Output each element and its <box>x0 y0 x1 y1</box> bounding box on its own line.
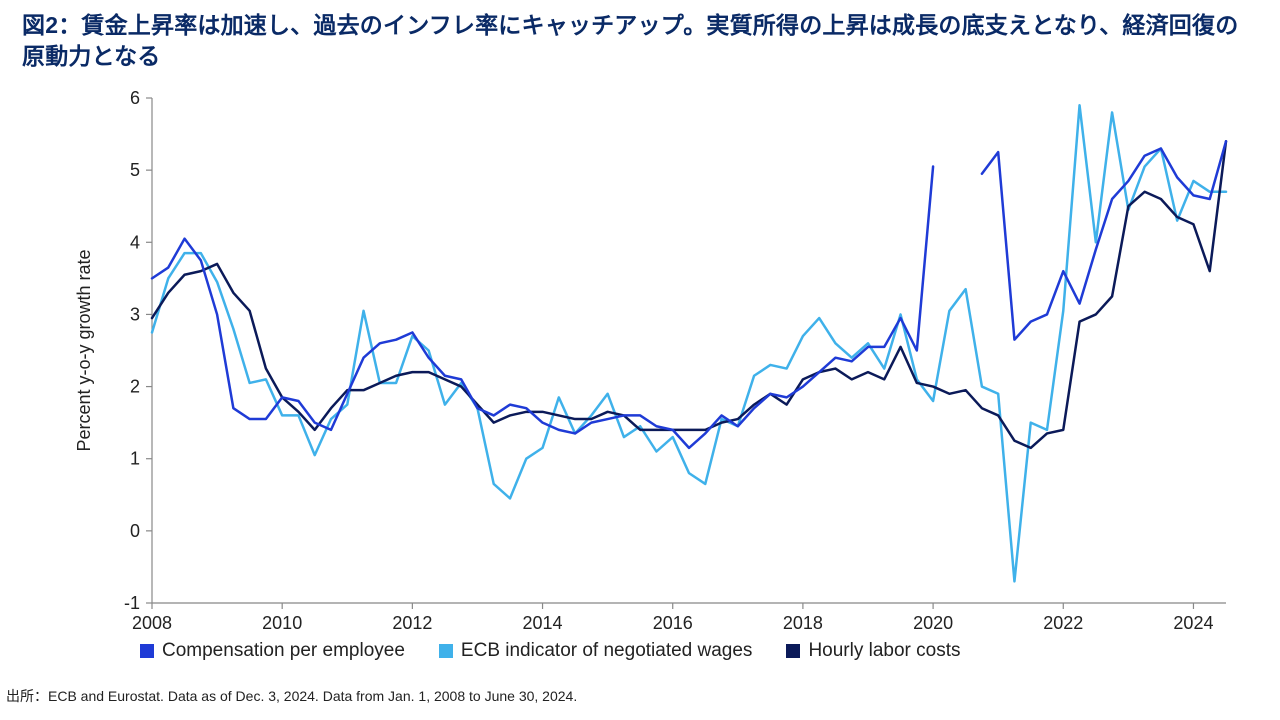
legend-item-hourly: Hourly labor costs <box>786 640 960 662</box>
y-axis-label: Percent y-o-y growth rate <box>74 249 94 451</box>
svg-text:2020: 2020 <box>913 613 953 633</box>
legend: Compensation per employee ECB indicator … <box>140 640 1200 662</box>
legend-label: ECB indicator of negotiated wages <box>461 640 753 662</box>
figure-container: 図2：賃金上昇率は加速し、過去のインフレ率にキャッチアップ。実質所得の上昇は成長… <box>0 0 1280 720</box>
legend-swatch-icon <box>439 644 453 658</box>
svg-text:2018: 2018 <box>783 613 823 633</box>
series-compensation_per_employee <box>152 167 933 448</box>
svg-text:0: 0 <box>130 521 140 541</box>
source-note: 出所：ECB and Eurostat. Data as of Dec. 3, … <box>6 686 577 706</box>
svg-text:2010: 2010 <box>262 613 302 633</box>
line-chart-svg: -1 0 1 2 3 4 5 6 2008 2010 2012 2014 2016 2018 2020 202… <box>60 90 1240 645</box>
svg-text:4: 4 <box>130 232 140 252</box>
legend-item-negotiated: ECB indicator of negotiated wages <box>439 640 753 662</box>
svg-text:2022: 2022 <box>1043 613 1083 633</box>
svg-text:2008: 2008 <box>132 613 172 633</box>
svg-text:2024: 2024 <box>1173 613 1213 633</box>
svg-text:2016: 2016 <box>653 613 693 633</box>
svg-text:2: 2 <box>130 377 140 397</box>
legend-label: Compensation per employee <box>162 640 405 662</box>
svg-text:2014: 2014 <box>523 613 563 633</box>
svg-text:2012: 2012 <box>392 613 432 633</box>
svg-text:3: 3 <box>130 304 140 324</box>
legend-swatch-icon <box>786 644 800 658</box>
legend-swatch-icon <box>140 644 154 658</box>
svg-text:5: 5 <box>130 160 140 180</box>
legend-label: Hourly labor costs <box>808 640 960 662</box>
chart-area: -1 0 1 2 3 4 5 6 2008 2010 2012 2014 2016 2018 2020 202… <box>60 90 1240 645</box>
svg-text:1: 1 <box>130 449 140 469</box>
legend-item-compensation: Compensation per employee <box>140 640 405 662</box>
series-negotiated_wages <box>152 105 1226 581</box>
chart-title: 図2：賃金上昇率は加速し、過去のインフレ率にキャッチアップ。実質所得の上昇は成長… <box>22 10 1258 72</box>
svg-text:6: 6 <box>130 90 140 108</box>
svg-text:-1: -1 <box>124 593 140 613</box>
